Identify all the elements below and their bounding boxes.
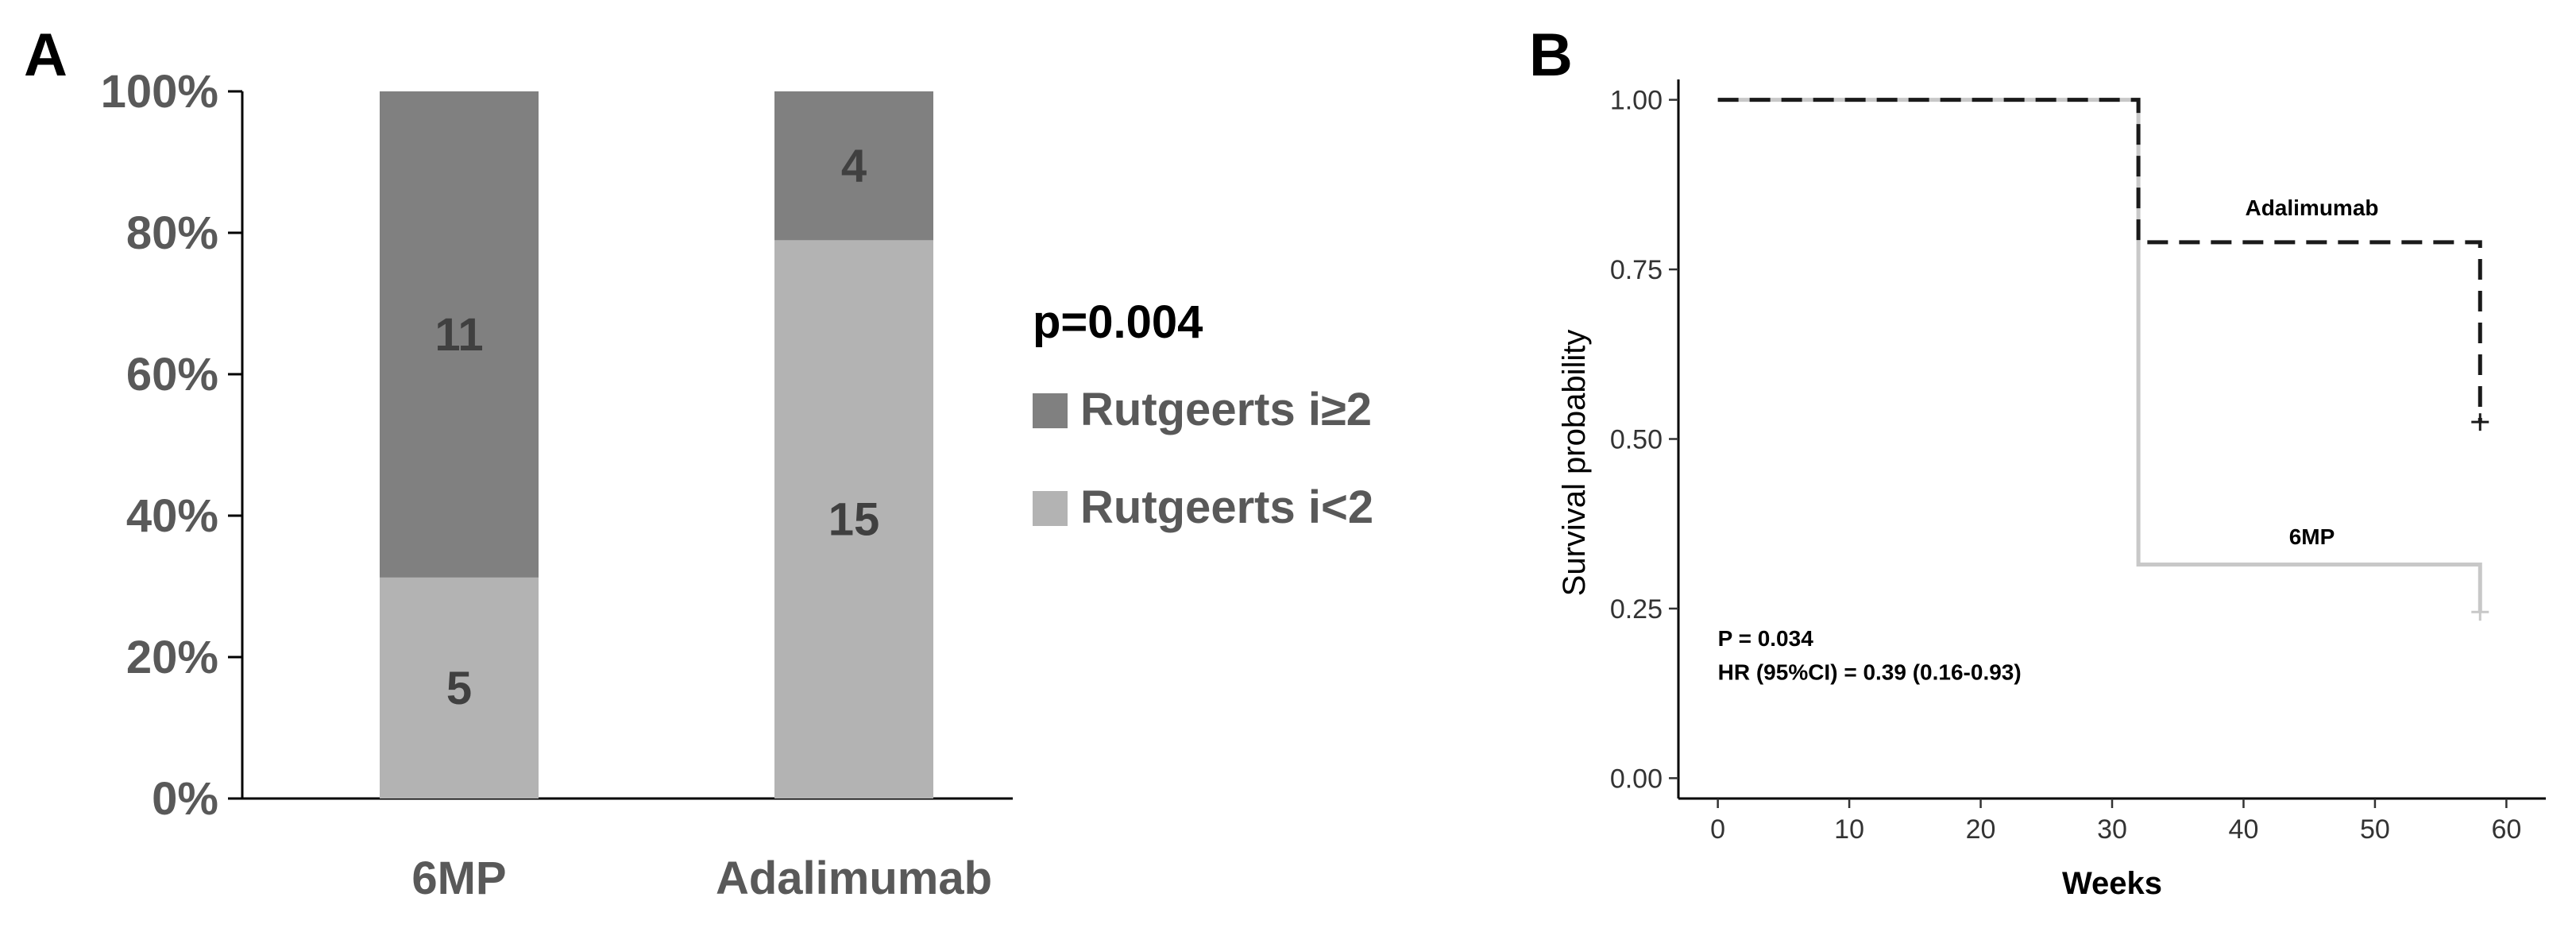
panel-b-x-tick-label: 30 bbox=[2097, 814, 2127, 845]
panel-b-curves bbox=[1717, 98, 2489, 621]
panel-a-y-tick-label: 80% bbox=[126, 207, 218, 259]
panel-b-axes: 0.00 0.25 0.50 0.75 1.00 0 10 20 30 40 50 60 Weeks Su… bbox=[1557, 79, 2546, 901]
panel-a-bars: 5 11 15 4 bbox=[380, 91, 933, 799]
panel-a-letter: A bbox=[24, 21, 68, 89]
panel-a-legend-label: Rutgeerts i≥2 bbox=[1080, 384, 1372, 435]
panel-a-bar-value-label: 4 bbox=[841, 141, 867, 192]
panel-a-bar-value-label: 11 bbox=[434, 309, 483, 361]
panel-b-x-tick-label: 20 bbox=[1966, 814, 1996, 845]
panel-b-x-axis-title: Weeks bbox=[2062, 866, 2162, 901]
panel-a-bar-segment bbox=[380, 577, 539, 799]
panel-a-y-tick-label: 60% bbox=[126, 349, 218, 400]
panel-a-p-value: p=0.004 bbox=[1033, 296, 1203, 348]
panel-b-letter: B bbox=[1529, 21, 1573, 89]
panel-a-legend-swatch bbox=[1033, 491, 1068, 526]
panel-b-curve-label-adalimumab: Adalimumab bbox=[2245, 195, 2378, 220]
panel-b-x-tick-label: 10 bbox=[1834, 814, 1864, 845]
panel-a-y-tick-label: 40% bbox=[126, 490, 218, 542]
panel-a-y-tick-label: 20% bbox=[126, 632, 218, 683]
panel-b-y-tick-label: 0.00 bbox=[1610, 764, 1663, 794]
panel-a-bar-segment bbox=[774, 91, 933, 241]
panel-a-y-tick-label: 100% bbox=[101, 66, 218, 118]
panel-a-category-label: Adalimumab bbox=[716, 853, 992, 904]
panel-a-category-label: 6MP bbox=[411, 853, 506, 904]
panel-b-x-tick-label: 40 bbox=[2229, 814, 2259, 845]
panel-b-survival-curve-6mp bbox=[1717, 98, 2482, 613]
panel-b-y-tick-label: 0.50 bbox=[1610, 425, 1663, 455]
panel-a-legend-label: Rutgeerts i<2 bbox=[1080, 481, 1373, 533]
panel-b-curve-label-6mp: 6MP bbox=[2289, 524, 2335, 549]
panel-a-bar-segment bbox=[380, 91, 539, 578]
panel-b-x-tick-label: 0 bbox=[1710, 814, 1725, 845]
panel-a-bar-value-label: 5 bbox=[446, 663, 472, 714]
panel-b-survival-curve-adalimumab bbox=[1717, 98, 2482, 423]
panel-b-x-tick-label: 50 bbox=[2360, 814, 2390, 845]
panel-b-y-axis-title: Survival probability bbox=[1557, 330, 1592, 597]
panel-b-survival-chart: B 0.00 0.25 0.50 0.75 1.00 0 10 20 30 40 50 60 Weeks… bbox=[1529, 21, 2546, 901]
panel-a-axes: 0% 20% 40% 60% 80% 100% 6MP Adalimumab bbox=[101, 66, 1013, 904]
panel-b-hazard-ratio: HR (95%CI) = 0.39 (0.16-0.93) bbox=[1718, 660, 2022, 685]
panel-a-stacked-bar-chart: A 0% 20% 40% 60% 80% 100% 6MP Adalimumab 5 11 15 4… bbox=[24, 21, 1373, 904]
panel-b-labels: Adalimumab 6MP P = 0.034 HR (95%CI) = 0.39 … bbox=[1718, 195, 2379, 685]
panel-b-y-tick-label: 1.00 bbox=[1610, 86, 1663, 116]
panel-b-y-tick-label: 0.25 bbox=[1610, 594, 1663, 625]
panel-b-y-tick-label: 0.75 bbox=[1610, 255, 1663, 285]
panel-b-p-value: P = 0.034 bbox=[1718, 626, 1814, 651]
panel-a-bar-value-label: 15 bbox=[828, 494, 880, 546]
panel-b-x-tick-label: 60 bbox=[2491, 814, 2521, 845]
panel-a-y-tick-label: 0% bbox=[152, 773, 218, 825]
panel-a-bar-segment bbox=[774, 240, 933, 799]
panel-a-legend-swatch bbox=[1033, 393, 1068, 428]
panel-a-legend: Rutgeerts i≥2 Rutgeerts i<2 bbox=[1033, 384, 1373, 533]
